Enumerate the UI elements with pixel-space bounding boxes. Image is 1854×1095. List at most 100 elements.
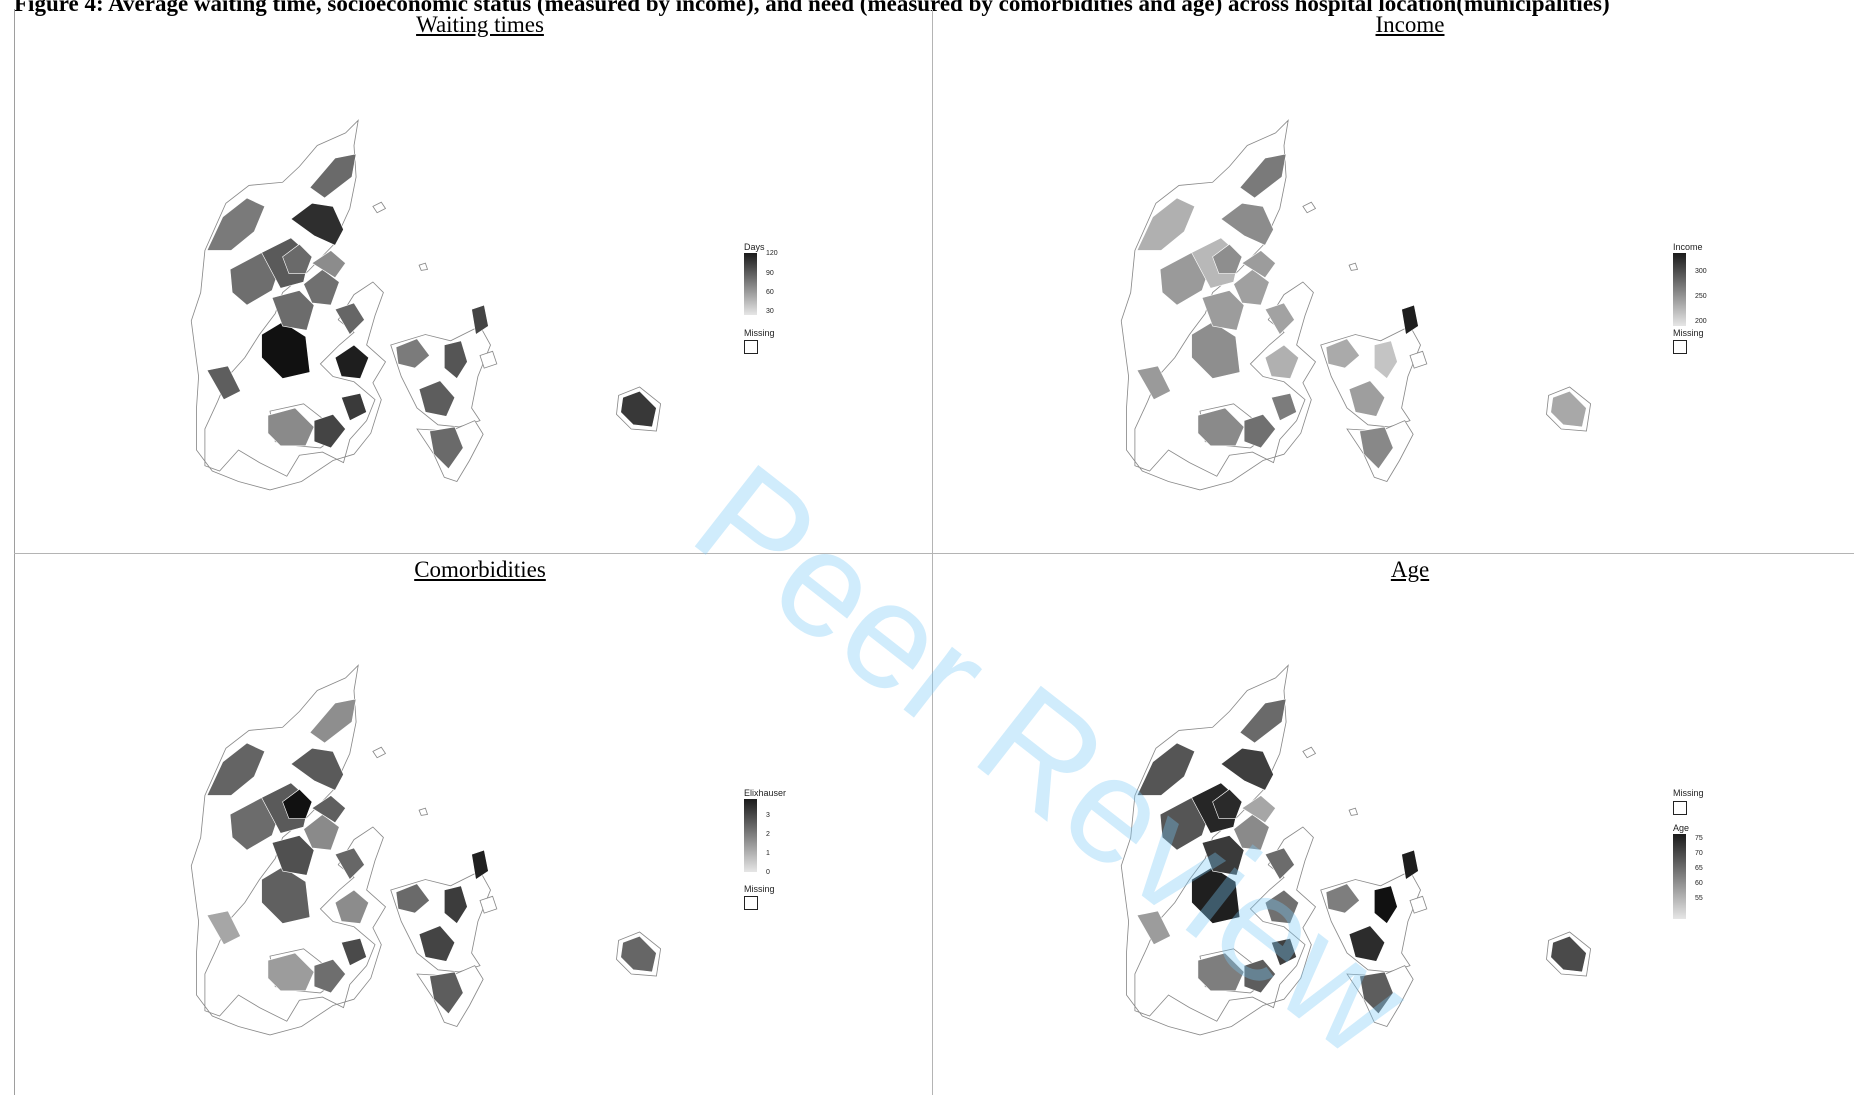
map-coastline (479, 350, 498, 369)
panel-title: Waiting times (416, 12, 544, 37)
municipality-region (1550, 935, 1587, 973)
municipality-region (1264, 889, 1300, 924)
municipality-region (1212, 243, 1243, 274)
legend-missing-swatch (1673, 340, 1687, 354)
municipality-region (1241, 250, 1277, 279)
municipality-region (1270, 937, 1297, 967)
municipality-region (1220, 747, 1274, 791)
panel-title: Income (1375, 12, 1445, 37)
legend-title: Age (1673, 823, 1690, 833)
denmark-map (1120, 119, 1592, 491)
municipality-region (1239, 698, 1287, 744)
municipality-region (1197, 952, 1245, 992)
municipality-region (340, 937, 367, 967)
municipality-region (290, 202, 344, 246)
municipality-region (206, 910, 242, 946)
map-coastline (418, 262, 429, 271)
municipality-region (267, 952, 315, 992)
denmark-map (190, 664, 662, 1036)
legend-tick: 120 (766, 250, 778, 257)
municipality-region (1239, 153, 1287, 199)
map-group (1120, 664, 1592, 1036)
legend-title: Elixhauser (744, 788, 787, 798)
municipality-region (1264, 302, 1295, 336)
legend-tick: 55 (1695, 895, 1703, 902)
municipality-region (1220, 202, 1274, 246)
municipality-region (1212, 788, 1243, 819)
municipality-region (620, 935, 657, 973)
municipality-region (1233, 814, 1270, 851)
municipality-region (1401, 849, 1419, 881)
legend-color-ramp (744, 253, 757, 315)
legend-title: Days (744, 242, 765, 252)
legend-tick: 3 (766, 812, 770, 819)
municipality-region (340, 392, 367, 422)
municipality-region (267, 407, 315, 447)
map-coastline (372, 201, 387, 214)
map-group (190, 119, 662, 491)
legend-tick: 1 (766, 850, 770, 857)
municipality-region (1201, 290, 1245, 331)
denmark-map (190, 119, 662, 491)
legend-tick: 65 (1695, 865, 1703, 872)
municipality-region (1233, 269, 1270, 306)
municipality-region (206, 197, 266, 251)
municipality-region (206, 365, 242, 401)
legend-missing-label: Missing (1673, 788, 1704, 798)
municipality-region (620, 390, 657, 428)
municipality-region (334, 302, 365, 336)
municipality-region (1191, 321, 1241, 379)
legend-tick: 300 (1695, 268, 1707, 275)
municipality-region (303, 814, 340, 851)
municipality-region (1325, 883, 1361, 914)
municipality-region (1348, 380, 1386, 417)
municipality-region (1359, 426, 1394, 470)
map-legend: Income 300 250 200 Missing (1673, 242, 1733, 372)
municipality-region (290, 747, 344, 791)
municipality-region (429, 971, 464, 1015)
legend-tick: 250 (1695, 293, 1707, 300)
municipality-region (1401, 304, 1419, 336)
municipality-region (418, 925, 456, 962)
municipality-region (1243, 958, 1277, 994)
legend-tick: 60 (1695, 880, 1703, 887)
panel-comorbidities: Comorbidities Elixhauser 3 2 1 0 Missing (15, 555, 945, 1095)
municipality-region (282, 788, 313, 819)
municipality-region (282, 243, 313, 274)
municipality-region (313, 413, 347, 449)
panel-title: Age (1390, 557, 1430, 582)
panel-age: Age Missing Age 75 70 65 60 55 (945, 555, 1854, 1095)
map-coastline (1302, 201, 1317, 214)
municipality-region (206, 742, 266, 796)
municipality-region (418, 380, 456, 417)
panel-divider-horizontal (14, 553, 1854, 554)
legend-tick: 60 (766, 289, 774, 296)
municipality-region (1325, 338, 1361, 369)
legend-tick: 70 (1695, 850, 1703, 857)
municipality-region (334, 847, 365, 881)
municipality-region (1136, 742, 1196, 796)
map-coastline (479, 895, 498, 914)
legend-missing-label: Missing (744, 328, 775, 338)
legend-tick: 30 (766, 308, 774, 315)
legend-tick: 2 (766, 831, 770, 838)
municipality-region (271, 290, 315, 331)
municipality-region (313, 958, 347, 994)
legend-missing-swatch (744, 340, 758, 354)
panel-title: Comorbidities (414, 557, 546, 582)
municipality-region (1550, 390, 1587, 428)
map-coastline (1409, 895, 1428, 914)
figure-caption: Figure 4: Average waiting time, socioeco… (14, 0, 1610, 16)
municipality-region (395, 338, 431, 369)
municipality-region (271, 835, 315, 876)
municipality-region (471, 304, 489, 336)
municipality-region (309, 698, 357, 744)
panel-income: Income Income 300 250 200 Missing (945, 10, 1854, 550)
map-coastline (1348, 807, 1359, 816)
municipality-region (471, 849, 489, 881)
municipality-region (1243, 413, 1277, 449)
municipality-region (311, 250, 347, 279)
panel-divider-vertical (932, 9, 933, 1095)
municipality-region (395, 883, 431, 914)
legend-tick: 90 (766, 270, 774, 277)
